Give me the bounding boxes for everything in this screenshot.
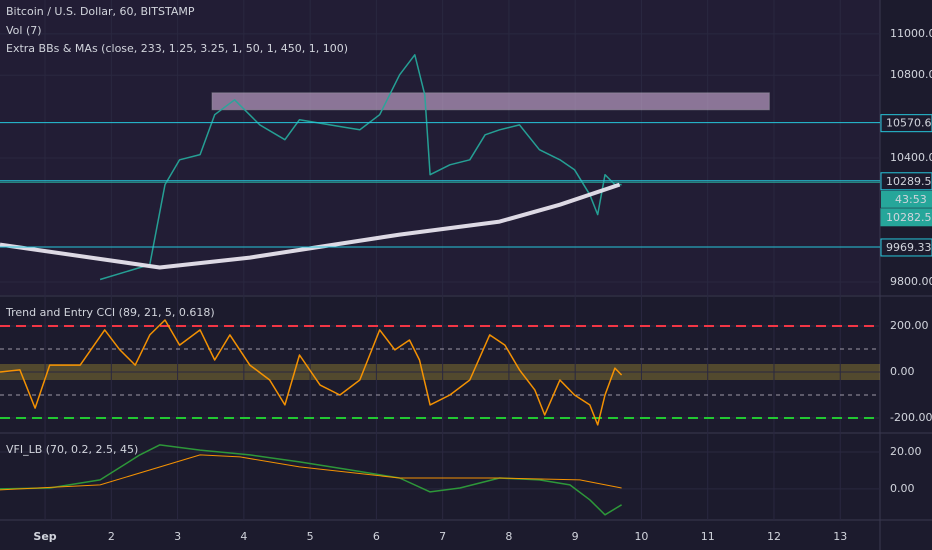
series-line xyxy=(0,319,623,426)
y-tick-label: 20.00 xyxy=(890,445,922,458)
y-tick-label: 10400.00 xyxy=(890,151,932,164)
series-line xyxy=(0,454,622,491)
x-tick-label: 12 xyxy=(767,530,781,543)
series-line xyxy=(99,54,622,281)
x-tick-label: Sep xyxy=(33,530,56,543)
y-tick-label: 9800.00 xyxy=(890,275,932,288)
y-tick-label: -200.00 xyxy=(890,411,932,424)
price-label-box xyxy=(880,208,932,227)
y-tick-label: 200.00 xyxy=(890,319,929,332)
x-tick-label: 6 xyxy=(373,530,380,543)
x-tick-label: 2 xyxy=(108,530,115,543)
y-tick-label: 10800.00 xyxy=(890,68,932,81)
price-label: 10289.52 xyxy=(886,175,932,188)
pane-title: Bitcoin / U.S. Dollar, 60, BITSTAMP xyxy=(6,5,195,18)
y-tick-label: 11000.00 xyxy=(890,27,932,40)
x-tick-label: 4 xyxy=(240,530,247,543)
price-label-box xyxy=(880,238,932,257)
x-tick-label: 13 xyxy=(833,530,847,543)
pane-subtitle: Extra BBs & MAs (close, 233, 1.25, 3.25,… xyxy=(6,42,348,55)
x-tick-label: 5 xyxy=(307,530,314,543)
y-tick-label: 0.00 xyxy=(890,482,915,495)
x-tick-label: 10 xyxy=(634,530,648,543)
x-tick-label: 3 xyxy=(174,530,181,543)
series-line xyxy=(0,444,622,516)
price-label: 10282.57 xyxy=(886,211,932,224)
x-tick-label: 8 xyxy=(505,530,512,543)
pane-title: Trend and Entry CCI (89, 21, 5, 0.618) xyxy=(5,306,215,319)
price-label-box xyxy=(880,172,932,191)
y-tick-label: 0.00 xyxy=(890,365,915,378)
price-pane xyxy=(0,0,880,295)
price-zone xyxy=(211,92,770,111)
price-label-box xyxy=(880,114,932,133)
x-tick-label: 9 xyxy=(572,530,579,543)
x-tick-label: 7 xyxy=(439,530,446,543)
pane-subtitle: Vol (7) xyxy=(6,24,42,37)
countdown: 43:53 xyxy=(895,193,927,206)
series-line xyxy=(0,182,621,270)
price-label: 10570.61 xyxy=(886,117,932,130)
pane-title: VFI_LB (70, 0.2, 2.5, 45) xyxy=(6,443,138,456)
countdown-box xyxy=(881,190,932,208)
x-tick-label: 11 xyxy=(701,530,715,543)
price-label: 9969.33 xyxy=(886,241,932,254)
